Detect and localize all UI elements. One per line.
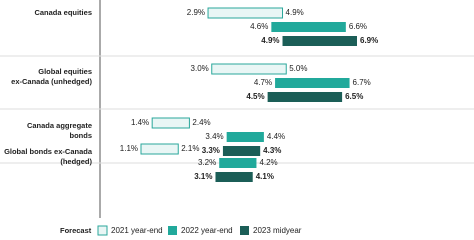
range-bar	[222, 146, 261, 156]
range-bar	[207, 7, 284, 19]
value-label: 6.9%	[360, 36, 378, 45]
category-label: bonds	[70, 131, 93, 140]
value-label: 1.1%	[120, 144, 138, 153]
range-bar	[151, 117, 190, 129]
category-label: Canada aggregate	[27, 121, 92, 130]
value-label: 4.5%	[246, 92, 264, 101]
category-label: Global bonds ex-Canada	[4, 147, 93, 156]
value-label: 3.4%	[205, 132, 223, 141]
value-label: 3.2%	[198, 158, 216, 167]
value-label: 4.2%	[259, 158, 277, 167]
category-label: (hedged)	[60, 157, 92, 166]
value-label: 1.4%	[131, 118, 149, 127]
legend-label: 2021 year-end	[111, 226, 163, 235]
value-label: 6.7%	[353, 78, 371, 87]
range-bar	[271, 22, 346, 32]
value-label: 4.1%	[256, 172, 274, 181]
value-label: 5.0%	[289, 64, 307, 73]
category-label: Canada equities	[34, 8, 92, 17]
range-bar	[282, 36, 357, 46]
range-bar	[226, 132, 264, 142]
value-label: 4.3%	[263, 146, 281, 155]
value-label: 3.3%	[202, 146, 220, 155]
legend-label: 2022 year-end	[181, 226, 233, 235]
legend-swatch	[168, 226, 177, 235]
range-bar	[215, 172, 253, 182]
legend-label: 2023 midyear	[253, 226, 302, 235]
value-label: 4.6%	[250, 22, 268, 31]
value-label: 4.9%	[261, 36, 279, 45]
range-bar	[219, 158, 257, 168]
value-label: 6.6%	[349, 22, 367, 31]
value-label: 4.4%	[267, 132, 285, 141]
legend-swatch	[240, 226, 249, 235]
value-label: 4.7%	[254, 78, 272, 87]
range-bar	[140, 143, 179, 155]
range-bar	[267, 92, 343, 102]
value-label: 2.1%	[181, 144, 199, 153]
value-label: 2.4%	[192, 118, 210, 127]
value-label: 2.9%	[187, 8, 205, 17]
value-label: 4.9%	[286, 8, 304, 17]
value-label: 3.0%	[191, 64, 209, 73]
value-label: 3.1%	[194, 172, 212, 181]
range-bar	[211, 63, 287, 75]
range-bar	[275, 78, 350, 88]
legend-swatch	[97, 225, 108, 236]
category-label: Global equities	[38, 67, 92, 76]
value-label: 6.5%	[345, 92, 363, 101]
category-label: ex-Canada (unhedged)	[11, 77, 92, 86]
legend-title: Forecast	[60, 226, 92, 235]
